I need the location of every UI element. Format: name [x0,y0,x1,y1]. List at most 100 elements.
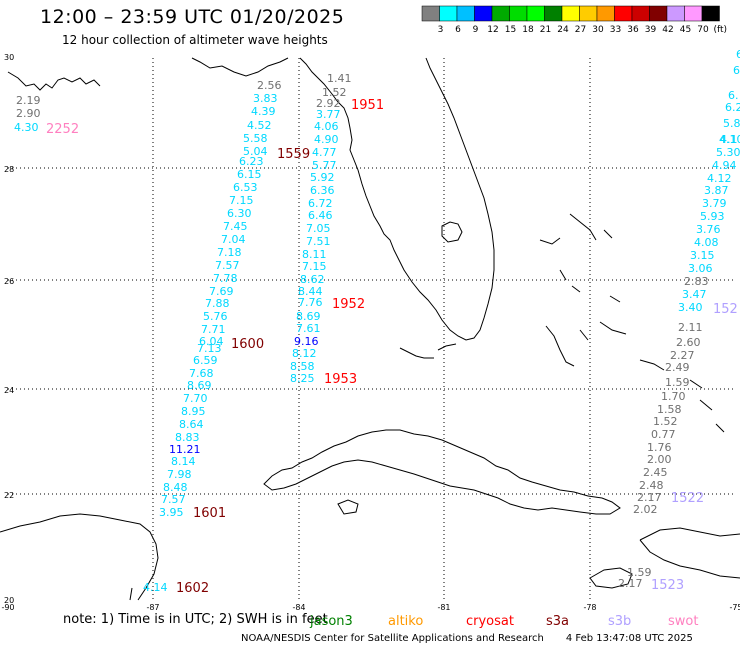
footer: NOAA/NESDIS Center for Satellite Applica… [241,633,693,644]
pass-time-label: 1951 [351,98,384,113]
legend-tick-label: 27 [575,25,586,35]
isle-of-youth [337,499,359,515]
wave-height-value: 4.52 [247,119,272,132]
legend-unit-label: (ft) [714,25,728,35]
wave-height-value: 8.64 [179,418,204,431]
wave-height-value: 6. [728,89,739,102]
legend-tick-label: 12 [487,25,498,35]
legend-tick-label: 36 [627,25,639,35]
mission-key-item: cryosat [466,614,514,629]
wave-height-value: 1.41 [327,72,352,85]
pass-time-label: 1952 [332,297,365,312]
wave-height-value: 6.15 [237,168,262,181]
wave-height-value: 7.45 [223,220,248,233]
pass-time-label: 1602 [176,581,209,596]
wave-height-value: 7.57 [215,259,240,272]
wave-height-value: 2.48 [639,479,664,492]
wave-height-value: 2.02 [633,503,658,516]
wave-height-value: 1.76 [647,441,672,454]
wave-height-value: 5.8 [723,117,740,130]
wave-height-value: 5.76 [203,310,228,323]
wave-height-value: 0.77 [651,428,676,441]
mission-key-item: swot [668,614,698,629]
wave-height-value: 3.76 [696,223,721,236]
wave-height-value: 7.78 [213,272,238,285]
wave-height-value: 7.76 [298,296,323,309]
wave-height-value: 8.58 [290,360,315,373]
wave-height-value: 7.05 [306,222,331,235]
mission-key-item: altiko [388,614,423,629]
legend-tick-label: 3 [438,25,444,35]
wave-height-value: 3.79 [702,197,727,210]
wave-height-value: 8.83 [175,431,200,444]
longitude-label: -81 [437,603,450,612]
wave-height-value: 7.68 [189,367,214,380]
map-title: 12:00 – 23:59 UTC 01/20/2025 [40,6,345,28]
wave-height-value: 6. [736,48,740,61]
wave-height-value: 2.17 [618,577,643,590]
wave-height-value: 7.57 [161,493,186,506]
bahamas-islands [539,213,725,433]
wave-height-value: 7.69 [209,285,234,298]
color-scale-legend: 3 6 9 12 15 18 21 24 27 30 33 36 39 42 45 70 (ft) [421,5,728,35]
wave-height-value: 1.58 [657,403,682,416]
wave-height-value: 7.04 [221,233,246,246]
hispaniola-coast [639,527,740,579]
wave-height-value: 1.70 [661,390,686,403]
altimeter-tracks: 2.192.904.302.563.834.394.525.585.046.23… [14,48,740,594]
latitude-label: 20 [4,596,14,605]
wave-height-value: 8.14 [171,455,196,468]
wave-height-value: 2.90 [16,107,41,120]
wave-height-value: 3.87 [704,184,729,197]
generated-timestamp: 4 Feb 13:47:08 UTC 2025 [565,633,693,644]
map-subtitle: 12 hour collection of altimeter wave hei… [62,33,328,47]
wave-height-value: 6.46 [308,209,333,222]
wave-height-value: 5.93 [700,210,725,223]
wave-height-value: 2.60 [676,336,701,349]
latitude-label: 24 [4,386,14,395]
latitude-label: 26 [4,277,14,286]
wave-height-value: 3.06 [688,262,713,275]
pass-time-label: 1559 [277,147,310,162]
wave-height-value: 7.51 [306,235,331,248]
mission-key-item: s3a [546,614,569,629]
units-note: note: 1) Time is in UTC; 2) SWH is in fe… [63,612,328,627]
wave-height-value: 4.12 [707,172,732,185]
wave-height-value: 4.90 [314,133,339,146]
legend-tick-label: 21 [540,25,551,35]
pass-time-label: 1601 [193,506,226,521]
wave-height-value: 4.10 [719,133,740,146]
longitude-label: -87 [146,603,159,612]
legend-tick-label: 15 [505,25,516,35]
wave-height-value: 5.77 [312,159,337,172]
wave-height-value: 4.77 [312,146,337,159]
wave-height-value: 5.04 [243,145,268,158]
latitude-label: 30 [4,53,14,62]
wave-height-value: 6.23 [239,155,264,168]
pass-time-label: 152 [713,302,738,317]
legend-tick-label: 70 [697,25,709,35]
latitude-label: 28 [4,165,14,174]
jamaica-coast [589,567,633,589]
credit-text: NOAA/NESDIS Center for Satellite Applica… [241,633,544,644]
wave-height-value: 2.45 [643,466,668,479]
wave-height-value: 4.1 [720,133,738,146]
wave-height-value: 2.17 [637,491,662,504]
wave-height-value: 6.53 [233,181,258,194]
wave-height-value: 7.18 [217,246,242,259]
mission-key-item: s3b [608,614,631,629]
wave-height-value: 7.61 [296,322,321,335]
wave-height-value: 7.98 [167,468,192,481]
wave-height-value: 8.62 [300,273,325,286]
axis-labels: -90 -87 -84 -81 -78 -75 30 28 26 24 22 20 [1,53,740,612]
wave-height-value: 6. [733,64,740,77]
cuba-coast [263,429,621,515]
wave-height-value: 3.15 [690,249,715,262]
pass-time-label: 1953 [324,372,357,387]
wave-height-value: 1.59 [665,376,690,389]
wave-height-value: 2.19 [16,94,41,107]
legend-tick-label: 42 [662,25,673,35]
legend-swatch [701,5,720,22]
wave-height-value: 3.77 [316,108,341,121]
